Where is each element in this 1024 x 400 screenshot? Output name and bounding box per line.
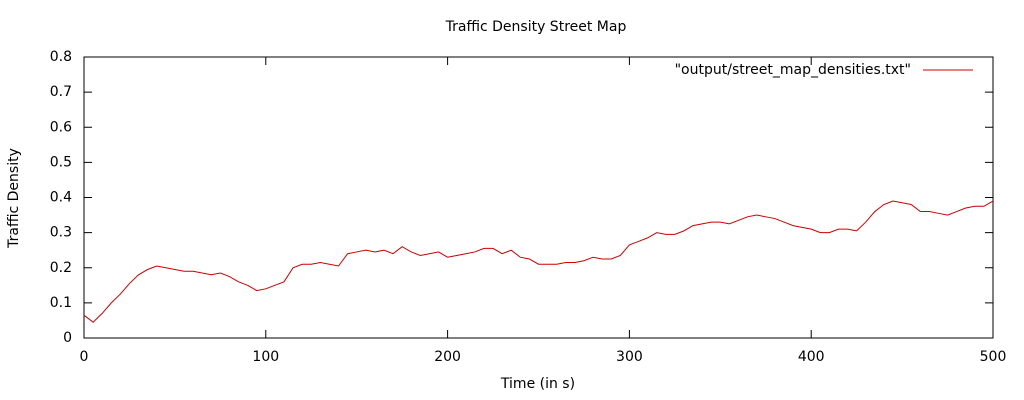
x-axis-label: Time (in s) <box>500 376 575 392</box>
legend-label: "output/street_map_densities.txt" <box>675 62 911 78</box>
y-tick-label: 0.7 <box>50 84 72 100</box>
y-axis-label: Traffic Density <box>6 148 22 249</box>
x-tick-label: 200 <box>434 349 461 365</box>
x-tick-label: 0 <box>80 349 89 365</box>
y-tick-label: 0.8 <box>50 49 72 65</box>
y-tick-label: 0 <box>63 330 72 346</box>
x-tick-label: 500 <box>980 349 1007 365</box>
y-tick-label: 0.2 <box>50 260 72 276</box>
x-tick-label: 400 <box>798 349 825 365</box>
y-tick-label: 0.1 <box>50 295 72 311</box>
y-tick-label: 0.6 <box>50 119 72 135</box>
y-tick-label: 0.3 <box>50 225 72 241</box>
data-line <box>83 200 994 323</box>
x-tick-label: 300 <box>616 349 643 365</box>
plot-frame <box>83 56 994 339</box>
x-tick-label: 100 <box>252 349 279 365</box>
chart-title: Traffic Density Street Map <box>445 19 627 35</box>
y-tick-label: 0.4 <box>50 190 72 206</box>
y-tick-label: 0.5 <box>50 154 72 170</box>
